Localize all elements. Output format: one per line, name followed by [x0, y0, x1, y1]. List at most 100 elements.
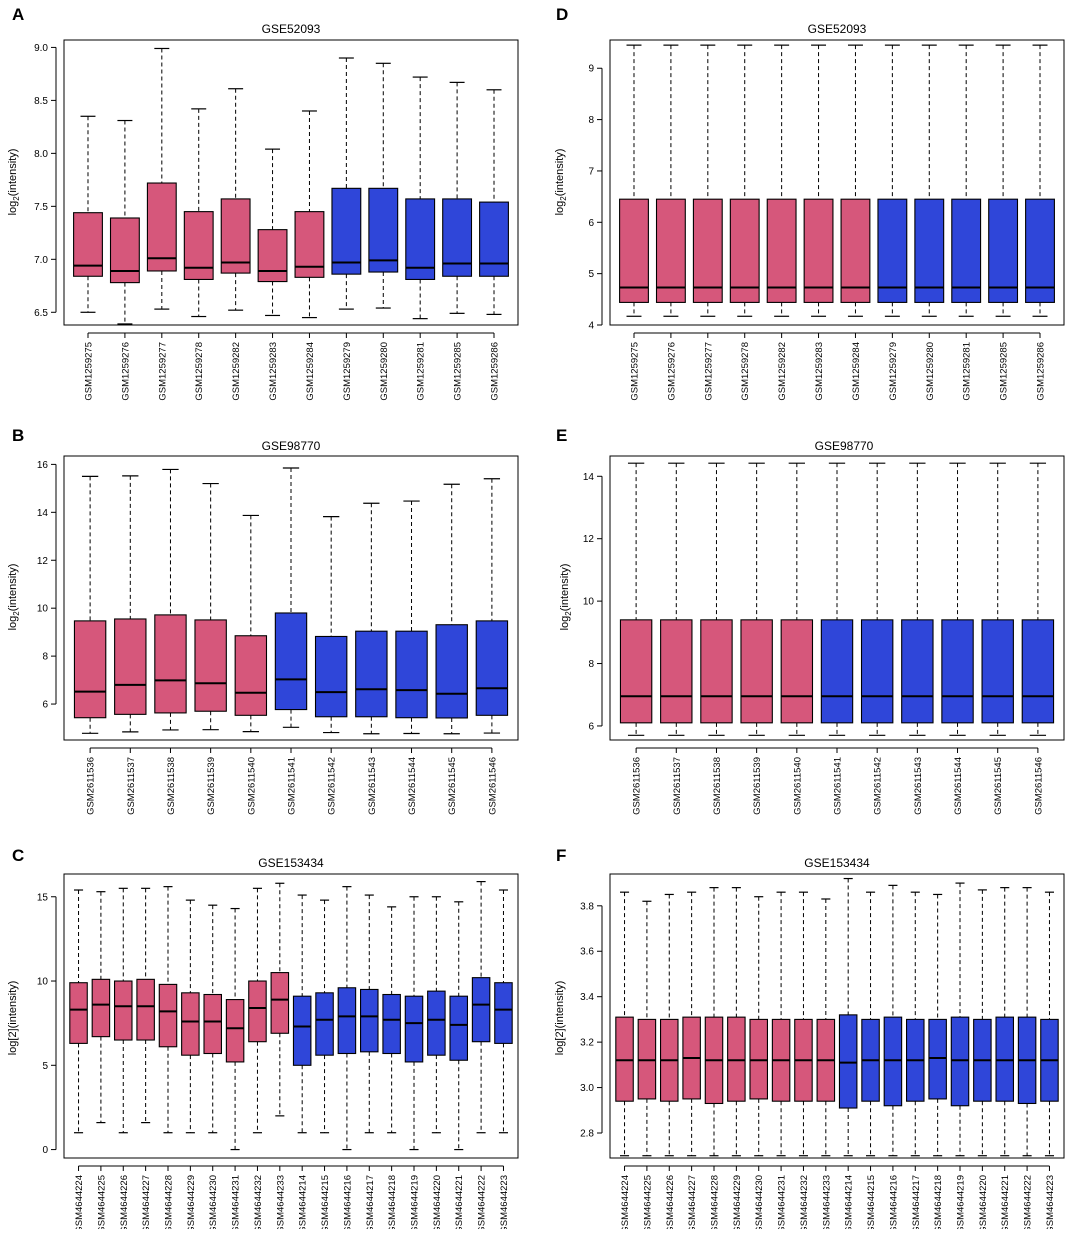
panel-F-plot: 2.8 3.0 3.2 3.4 3.6 3.8 GSM4644224 GSM4644225 GS…	[580, 873, 1065, 1234]
panel-C-box	[427, 990, 446, 1056]
panel-E-box	[1021, 619, 1055, 724]
panel-F-ytick-label: 3.0	[580, 1083, 594, 1094]
panel-F-xtick-label: GSM4644232	[799, 1175, 810, 1229]
panel-F-box	[749, 1018, 768, 1100]
panel-E-box	[820, 619, 854, 724]
panel-A-box	[109, 217, 140, 284]
panel-F-xtick-label: GSM4644220	[978, 1175, 989, 1229]
panel-A-box	[257, 229, 288, 283]
panel-E-ytick-label: 10	[583, 597, 595, 608]
panel-D-box	[840, 198, 871, 303]
panel-F-ytick-label: 2.8	[580, 1129, 594, 1140]
panel-C-box	[181, 992, 200, 1056]
panel-C-box	[292, 995, 312, 1066]
panel-C-box	[404, 995, 424, 1063]
panel-E-box	[700, 619, 733, 724]
panel-D-box	[619, 198, 649, 303]
panel-F-box	[727, 1016, 746, 1102]
panel-letter-C: C	[12, 846, 24, 865]
panel-D-xtick-label: GSM1259279	[888, 342, 899, 401]
panel-A-plot: 6.5 7.0 7.5 8.0 8.5 9.0 GSM1259275 GSM1259276 GS…	[34, 39, 519, 401]
panel-A-box	[442, 198, 473, 277]
panel-E-box	[941, 619, 974, 724]
panel-D-box	[988, 198, 1019, 303]
panel-F-xtick-label: GSM4644222	[1023, 1175, 1034, 1229]
panel-E-frame	[609, 455, 1065, 741]
panel-E-box	[660, 619, 693, 724]
panel-A-xtick-label: GSM1259276	[120, 342, 131, 401]
panel-E-xtick-label: GSM2611542	[873, 757, 884, 815]
panel-C-ytick-label: 5	[42, 1061, 48, 1072]
panel-B-xtick-label: GSM2611542	[327, 757, 338, 815]
panel-F-xtick-label: GSM4644219	[956, 1175, 967, 1229]
panel-F-ytick-label: 3.4	[580, 992, 594, 1003]
panel-C-box	[113, 980, 133, 1041]
panel-E-ytick-label: 14	[583, 472, 595, 483]
panel-C-box	[337, 987, 357, 1055]
panel-C-ytick-label: 0	[42, 1145, 48, 1156]
panel-D-xtick-label: GSM1259283	[814, 342, 825, 401]
panel-E-xtick-label: GSM2611540	[792, 757, 803, 815]
panel-F-frame	[609, 873, 1065, 1159]
panel-B-box	[194, 619, 227, 712]
panel-C-box	[248, 980, 267, 1043]
panel-B-xtick-label: GSM2611539	[206, 757, 217, 815]
panel-C-xtick-label: GSM4644231	[231, 1175, 242, 1229]
panel-B-box	[73, 620, 107, 719]
panel-C-xtick-label: GSM4644218	[387, 1175, 398, 1229]
panel-F-xtick-label: GSM4644221	[1000, 1175, 1011, 1229]
panel-C-xtick-label: GSM4644215	[320, 1175, 331, 1229]
panel-C-xtick-label: GSM4644221	[454, 1175, 465, 1229]
panel-E-xtick-label: GSM2611546	[1033, 757, 1044, 815]
panel-D-box	[766, 198, 797, 303]
panel-E-box	[780, 619, 814, 724]
panel-B-box	[475, 620, 509, 716]
panel-B-xtick-label: GSM2611543	[367, 757, 378, 815]
panel-E-ylabel: log2(intensity)	[559, 564, 573, 631]
panel-F-box	[637, 1018, 657, 1100]
panel-C-xtick-label: GSM4644216	[342, 1175, 353, 1229]
panel-F-xtick-label: GSM4644230	[754, 1175, 765, 1229]
panel-D-box	[692, 198, 723, 303]
panel-F-ylabel: log[2](intensity)	[554, 981, 566, 1056]
panel-A-box	[220, 198, 251, 274]
panel-B-xtick-label: GSM2611540	[246, 757, 257, 815]
panel-C-xtick-label: GSM4644223	[499, 1175, 510, 1229]
panel-B-xtick-label: GSM2611538	[166, 757, 177, 815]
panel-F-xtick-label: GSM4644216	[888, 1175, 899, 1229]
panel-A-ytick-label: 7.5	[34, 202, 48, 213]
panel-E-ytick-label: 12	[583, 534, 595, 545]
panel-D-box	[914, 198, 945, 303]
panel-B-xtick-label: GSM2611536	[86, 757, 97, 815]
panel-E-box	[901, 619, 934, 724]
panel-A-ytick-label: 8.0	[34, 149, 48, 160]
panel-A-frame	[63, 39, 519, 326]
panel-D-xtick-label: GSM1259277	[703, 342, 714, 401]
panel-A-xtick-label: GSM1259278	[194, 342, 205, 401]
panel-F-xtick-label: GSM4644225	[642, 1175, 653, 1229]
panel-F-xtick-label: GSM4644228	[709, 1175, 720, 1229]
panel-C-xtick-label: GSM4644229	[186, 1175, 197, 1229]
panel-F-xtick-label: GSM4644226	[665, 1175, 676, 1229]
panel-B-box	[395, 630, 428, 719]
panel-B-ytick-label: 14	[37, 508, 49, 519]
panel-D-box	[803, 198, 834, 303]
panel-A-ytick-label: 8.5	[34, 96, 48, 107]
panel-D-ytick-label: 4	[588, 321, 594, 332]
panel-C-box	[449, 995, 469, 1061]
panel-B-box	[234, 635, 268, 716]
panel-F-box	[883, 1016, 903, 1107]
panel-C-ytick-label: 15	[37, 892, 49, 903]
panel-D-ytick-label: 8	[588, 115, 594, 126]
panel-A-xtick-label: GSM1259280	[379, 342, 390, 401]
panel-E-xtick-label: GSM2611536	[632, 757, 643, 815]
panel-D-xtick-label: GSM1259275	[629, 342, 640, 401]
panel-D-plot: 4 5 6 7 8 9 GSM1259275 GSM1259276 GSM1259277 GSM1…	[588, 39, 1065, 401]
panel-B-xtick-label: GSM2611545	[447, 757, 458, 815]
panel-A-xtick-label: GSM1259279	[342, 342, 353, 401]
panel-E-box	[619, 619, 653, 724]
panel-A-xtick-label: GSM1259283	[268, 342, 279, 401]
panel-D-xtick-label: GSM1259285	[999, 342, 1010, 401]
panel-C-box	[158, 983, 178, 1048]
